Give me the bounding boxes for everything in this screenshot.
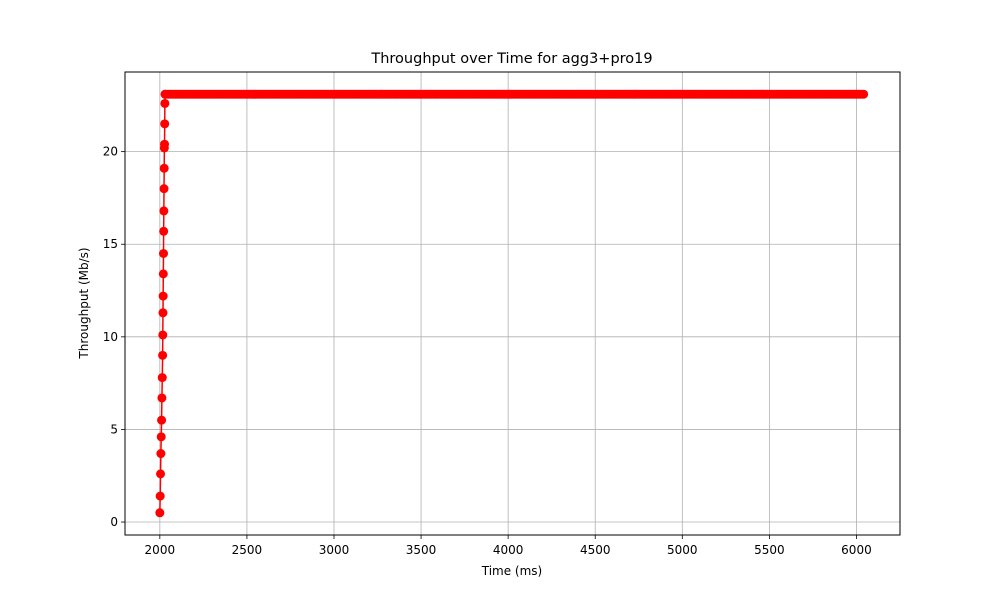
data-point — [159, 184, 169, 194]
x-tick-label: 2500 — [232, 543, 263, 557]
data-point — [156, 449, 166, 459]
y-tick-label: 15 — [103, 237, 118, 251]
data-point — [158, 249, 168, 258]
data-point — [160, 98, 170, 108]
y-tick-label: 5 — [110, 422, 118, 436]
data-point — [157, 415, 167, 425]
data-point — [159, 206, 169, 216]
data-point — [156, 469, 166, 479]
y-tick-label: 0 — [110, 515, 118, 529]
data-point — [157, 373, 167, 383]
data-point — [155, 491, 165, 501]
data-point — [159, 163, 169, 173]
data-point — [155, 508, 165, 518]
x-axis-label: Time (ms) — [481, 564, 543, 578]
data-point — [158, 269, 168, 279]
chart-title: Throughput over Time for agg3+pro19 — [370, 51, 652, 67]
series-layer — [155, 89, 869, 518]
x-axis: 2000 2500 3000 3500 4000 4500 5000 5500 6000 — [145, 535, 872, 557]
x-tick-label: 3500 — [406, 543, 437, 557]
data-point — [159, 226, 169, 236]
grid — [125, 72, 900, 535]
x-tick-label: 4000 — [493, 543, 524, 557]
y-tick-label: 20 — [103, 145, 118, 159]
data-point — [859, 89, 869, 99]
x-tick-label: 3000 — [319, 543, 350, 557]
data-point — [158, 308, 168, 318]
y-axis-label: Throughput (Mb/s) — [77, 247, 91, 359]
data-point — [157, 393, 167, 403]
data-point — [160, 139, 170, 149]
x-tick-label: 5500 — [754, 543, 785, 557]
y-tick-label: 10 — [103, 330, 118, 344]
data-point — [160, 119, 170, 129]
data-point — [156, 432, 166, 442]
x-tick-label: 5000 — [667, 543, 698, 557]
x-tick-label: 4500 — [580, 543, 611, 557]
plot-frame — [124, 71, 901, 536]
data-point — [158, 291, 168, 301]
y-axis: 0 5 10 15 20 — [103, 145, 125, 529]
x-tick-label: 2000 — [145, 543, 176, 557]
data-point — [158, 330, 168, 340]
data-point — [158, 350, 168, 360]
x-tick-label: 6000 — [841, 543, 872, 557]
